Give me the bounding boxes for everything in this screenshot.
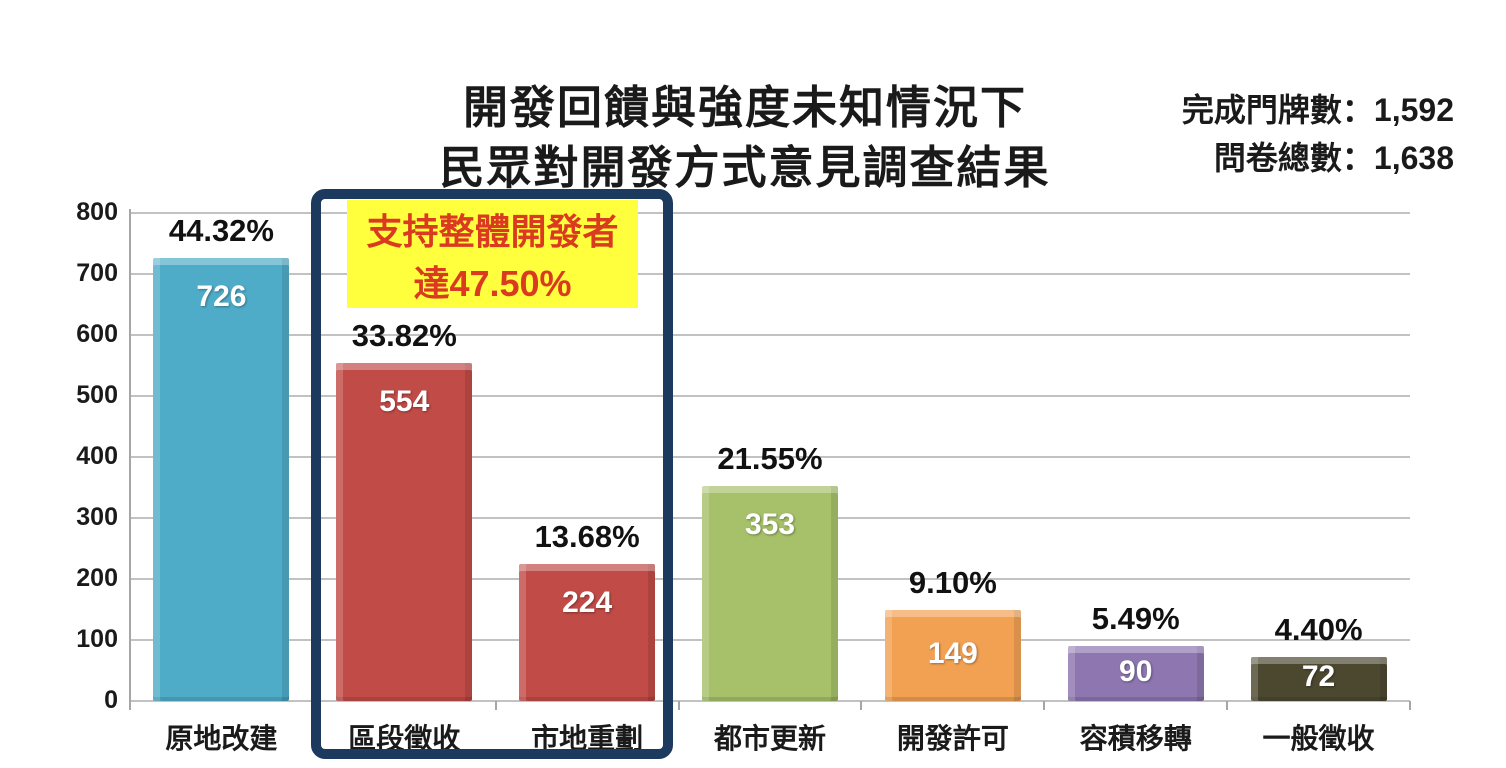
bar: 554 (336, 363, 473, 701)
gridline (130, 456, 1410, 458)
y-tick-label: 0 (104, 686, 118, 714)
y-tick-label: 700 (76, 259, 118, 287)
bar: 353 (702, 486, 838, 701)
gridline (130, 395, 1410, 397)
x-axis-label: 區段徵收 (348, 723, 461, 754)
x-axis-label: 容積移轉 (1079, 723, 1192, 754)
bar-value-label: 353 (744, 508, 796, 541)
gridline (130, 700, 1410, 702)
highlight-outline-box (311, 189, 673, 759)
bar-percent-label: 9.10% (908, 565, 997, 600)
total-questionnaires-stat: 問卷總數：1,638 (1213, 140, 1454, 176)
bar-value-label: 90 (1119, 654, 1153, 688)
bar: 149 (884, 610, 1021, 701)
bar-percent-label: 33.82% (351, 318, 457, 353)
bar: 72 (1250, 657, 1387, 701)
x-axis-label: 都市更新 (713, 723, 826, 754)
support-callout-line1: 支持整體開發者 (366, 211, 619, 252)
bar: 90 (1067, 646, 1204, 701)
bar-percent-label: 5.49% (1091, 601, 1180, 636)
y-tick-label: 400 (76, 442, 118, 470)
x-tick (129, 701, 131, 710)
bar-value-label: 72 (1301, 660, 1336, 693)
x-axis-label: 市地重劃 (531, 723, 644, 754)
y-tick-label: 600 (76, 320, 118, 348)
bar-percent-label: 44.32% (168, 213, 274, 248)
x-axis-label: 開發許可 (896, 723, 1009, 754)
y-axis-line (129, 209, 131, 710)
x-axis-label: 原地改建 (165, 723, 278, 754)
chart-title-line1: 開發回饋與強度未知情況下 (462, 82, 1027, 133)
bar-value-label: 554 (379, 385, 430, 418)
y-tick-label: 200 (76, 564, 118, 592)
bar-value-label: 726 (196, 280, 247, 313)
bar-value-label: 224 (562, 586, 613, 619)
x-tick (1043, 701, 1046, 710)
support-callout: 支持整體開發者 達47.50% (347, 200, 638, 308)
y-tick-label: 800 (76, 198, 118, 226)
gridline (130, 273, 1410, 275)
chart-title-line2: 民眾對開發方式意見調查結果 (439, 142, 1051, 193)
x-tick (494, 701, 497, 710)
bar: 726 (153, 258, 290, 701)
bar-percent-label: 21.55% (717, 441, 823, 476)
y-tick-label: 500 (76, 381, 118, 409)
bar: 224 (519, 564, 656, 701)
survey-stats: 完成門牌數：1,592 問卷總數：1,638 (1182, 86, 1454, 182)
completed-addresses-stat: 完成門牌數：1,592 (1181, 92, 1454, 128)
bar-percent-label: 13.68% (534, 519, 640, 554)
chart-title: 開發回饋與強度未知情況下 民眾對開發方式意見調查結果 (330, 78, 1160, 198)
gridline (130, 212, 1410, 214)
x-tick (1409, 701, 1411, 710)
bar-value-label: 149 (927, 636, 978, 670)
bar-percent-label: 4.40% (1274, 612, 1363, 647)
y-tick-label: 100 (76, 625, 118, 653)
y-tick-label: 300 (76, 503, 118, 531)
x-tick (1226, 701, 1229, 710)
x-tick (860, 701, 863, 710)
gridline (130, 334, 1410, 336)
support-callout-line2: 達47.50% (413, 263, 572, 304)
x-tick (677, 701, 680, 710)
x-axis-label: 一般徵收 (1262, 723, 1375, 754)
